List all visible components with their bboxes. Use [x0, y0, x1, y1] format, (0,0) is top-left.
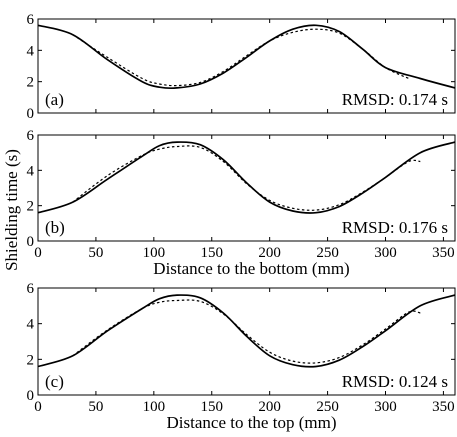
- series-line-solid: [37, 141, 456, 214]
- x-tick-label: 300: [374, 245, 397, 261]
- y-tick-label: 2: [27, 75, 35, 91]
- x-tick-label: 100: [143, 399, 166, 415]
- y-tick-label: 2: [27, 352, 35, 368]
- y-tick-label: 4: [27, 163, 35, 179]
- rmsd-annotation: RMSD: 0.174 s: [342, 90, 448, 109]
- y-tick-label: 0: [27, 106, 35, 122]
- panel-0: 0 2 4 6 (a) RMSD: 0.174 s: [27, 12, 456, 122]
- panel-2: 0 2 4 6 0 50 100 150 200 250 300 350 (c) RMSD: 0.124 …: [27, 281, 456, 432]
- plot-frame: [37, 287, 456, 396]
- plot-frame: [37, 134, 456, 242]
- x-tick-label: 300: [374, 399, 397, 415]
- x-axis-label: Distance to the bottom (mm): [153, 259, 349, 278]
- x-axis-label: Distance to the top (mm): [167, 413, 337, 432]
- plot-frame: [37, 18, 456, 114]
- shared-y-axis-label: Shielding time (s): [2, 149, 21, 271]
- y-tick-label: 0: [27, 234, 35, 250]
- x-tick-label: 250: [316, 245, 339, 261]
- rmsd-annotation: RMSD: 0.176 s: [342, 218, 448, 237]
- panel-label: (a): [45, 90, 64, 109]
- x-tick-label: 200: [258, 245, 281, 261]
- x-tick-label: 150: [201, 399, 224, 415]
- x-tick-label: 50: [88, 245, 103, 261]
- x-tick-label: 200: [258, 399, 281, 415]
- series-line-solid: [37, 24, 456, 90]
- y-tick-label: 6: [27, 281, 35, 297]
- series-line-dotted: [72, 28, 409, 87]
- series-line-solid: [37, 294, 456, 368]
- y-tick-label: 2: [27, 199, 35, 215]
- y-tick-label: 6: [27, 128, 35, 144]
- x-tick-label: 50: [88, 399, 103, 415]
- panel-1: 0 2 4 6 0 50 100 150 200 250 300 350 (b) RMSD: 0.176 …: [27, 128, 456, 278]
- x-tick-label: 350: [432, 245, 455, 261]
- x-tick-label: 0: [34, 245, 42, 261]
- series-line-dotted: [72, 145, 421, 211]
- x-tick-label: 100: [143, 245, 166, 261]
- y-tick-label: 0: [27, 388, 35, 404]
- y-tick-label: 4: [27, 43, 35, 59]
- x-tick-label: 250: [316, 399, 339, 415]
- x-tick-label: 350: [432, 399, 455, 415]
- rmsd-annotation: RMSD: 0.124 s: [342, 372, 448, 391]
- y-tick-label: 4: [27, 317, 35, 333]
- x-tick-label: 0: [34, 399, 42, 415]
- panel-label: (c): [45, 372, 64, 391]
- series-line-dotted: [72, 299, 421, 364]
- y-tick-label: 6: [27, 12, 35, 28]
- panel-label: (b): [45, 218, 65, 237]
- x-tick-label: 150: [201, 245, 224, 261]
